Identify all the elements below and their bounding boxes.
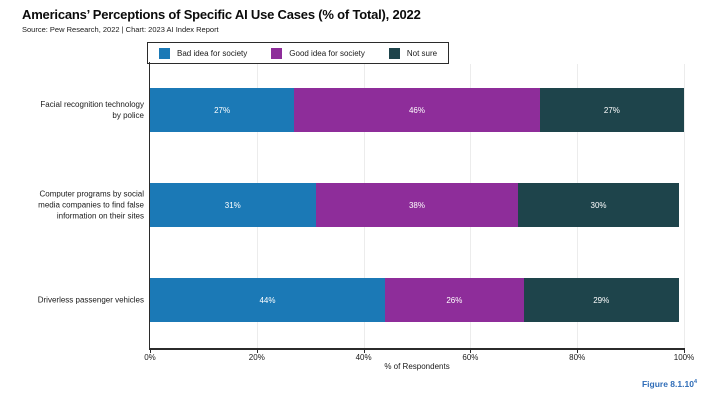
bar-segment: 38%	[315, 183, 519, 227]
legend-swatch-icon	[388, 47, 400, 59]
x-axis-tick-label: 80%	[569, 353, 586, 362]
x-axis-tick	[470, 349, 472, 353]
x-axis-tick-label: 100%	[673, 353, 695, 362]
x-axis-tick-label: 20%	[248, 353, 265, 362]
y-axis-line	[148, 62, 150, 350]
category-labels: Facial recognition technology by police Co…	[10, 64, 144, 348]
legend-item: Bad idea for society	[159, 47, 248, 59]
bar-segment: 46%	[294, 88, 540, 132]
x-axis-tick	[256, 349, 258, 353]
bar-segment: 30%	[518, 183, 679, 227]
bar-row: 44% 26% 29%	[150, 278, 684, 322]
x-axis-tick-label: 60%	[462, 353, 479, 362]
legend-swatch-icon	[271, 47, 283, 59]
figure-number-text: Figure 8.1.10	[641, 379, 694, 389]
x-axis-tick	[363, 349, 365, 353]
plot-area: 27% 46% 27% 31% 38% 30% 44% 26% 29%	[150, 64, 685, 348]
bar-value-label: 27%	[603, 105, 620, 115]
chart-source-attribution: Source: Pew Research, 2022 | Chart: 2023…	[22, 25, 219, 34]
category-label: Driverless passenger vehicles	[37, 295, 144, 305]
figure-footnote-superscript: 4	[693, 379, 697, 386]
bar-row: 27% 46% 27%	[150, 88, 684, 132]
x-axis-tick	[577, 349, 579, 353]
bar-segment: 27%	[150, 88, 295, 132]
bar-value-label: 30%	[590, 200, 607, 210]
bar-row: 31% 38% 30%	[150, 183, 684, 227]
bar-value-label: 27%	[214, 105, 231, 115]
bar-value-label: 46%	[408, 105, 425, 115]
bar-segment: 26%	[384, 278, 524, 322]
figure-number-label: Figure 8.1.104	[642, 379, 697, 389]
category-label: Facial recognition technology by police	[40, 100, 144, 120]
legend-label: Not sure	[406, 48, 438, 58]
legend-item: Not sure	[388, 47, 438, 59]
legend-label: Bad idea for society	[177, 48, 248, 58]
legend-swatch-icon	[159, 47, 170, 59]
gridline	[684, 64, 685, 348]
bar-segment: 44%	[150, 278, 385, 322]
bar-value-label: 44%	[259, 295, 276, 305]
legend-item: Good idea for society	[271, 47, 365, 59]
bar-value-label: 29%	[593, 295, 610, 305]
bar-segment: 29%	[523, 278, 679, 322]
bar-value-label: 38%	[408, 200, 425, 210]
chart-title: Americans’ Perceptions of Specific AI Us…	[22, 7, 421, 22]
bar-value-label: 26%	[446, 295, 463, 305]
bar-segment: 31%	[150, 183, 316, 227]
legend: Bad idea for society Good idea for societ…	[147, 42, 450, 64]
x-axis-tick-label: 40%	[355, 353, 372, 362]
x-axis-tick	[684, 349, 685, 353]
bar-segment: 27%	[539, 88, 684, 132]
x-axis-tick	[150, 349, 151, 353]
x-axis-title: % of Respondents	[384, 362, 450, 371]
category-label: Computer programs by social media compani…	[38, 189, 144, 221]
legend-label: Good idea for society	[289, 48, 365, 58]
x-axis-line	[149, 348, 685, 350]
x-axis-tick-label: 0%	[144, 353, 156, 362]
bar-value-label: 31%	[224, 200, 241, 210]
